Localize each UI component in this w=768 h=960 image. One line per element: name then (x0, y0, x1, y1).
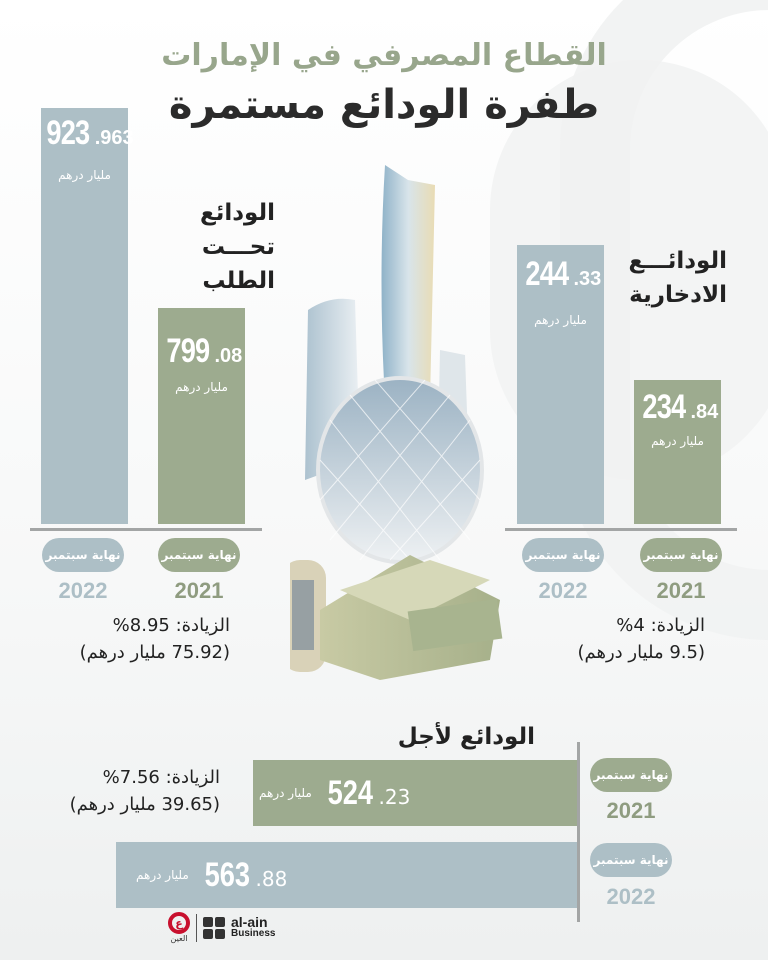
increase-percent: الزيادة: 4% (616, 615, 705, 636)
savings-year-2022: 2022 (538, 578, 588, 603)
savings-value-2022: 244.33 (517, 255, 604, 294)
value-dec: .23 (378, 784, 411, 809)
time-period-pill-2022: نهاية سبتمبر (590, 843, 672, 877)
value-int: 244 (525, 255, 569, 293)
increase-percent: الزيادة: 8.95% (112, 615, 230, 636)
value-dec: .33 (573, 268, 602, 290)
savings-deposits-title: الودائـــع الادخارية (615, 244, 727, 312)
time-axis-line (577, 742, 580, 922)
twitter-icon (203, 928, 213, 939)
value-int: 563 (204, 855, 250, 894)
increase-amount: (39.65 مليار درهم) (69, 794, 220, 815)
value-int: 234 (642, 388, 686, 426)
demand-period-pill-2021: نهاية سبتمبر (158, 538, 240, 572)
value-int: 923 (46, 114, 90, 152)
value-dec: .08 (214, 345, 243, 367)
brand-text: al-ain Business (231, 913, 276, 940)
unit-label: مليار درهم (175, 380, 228, 394)
demand-bar-2021: 799.08 مليار درهم (158, 308, 245, 524)
increase-amount: (75.92 مليار درهم) (79, 642, 230, 663)
divider (196, 913, 197, 942)
demand-increase: الزيادة: 8.95% (75.92 مليار درهم) (40, 612, 230, 666)
value-dec: .84 (690, 401, 719, 423)
value-dec: .88 (255, 866, 288, 891)
title-line: الودائع (200, 200, 275, 226)
increase-percent: الزيادة: 7.56% (102, 767, 220, 788)
value-dec: .963 (94, 127, 134, 149)
savings-increase: الزيادة: 4% (9.5 مليار درهم) (520, 612, 705, 666)
savings-year-2021: 2021 (656, 578, 706, 603)
savings-value-2021: 234.84 (634, 388, 721, 427)
demand-value-2021: 799.08 (158, 332, 245, 371)
unit-label: مليار درهم (58, 168, 111, 182)
footer-logo: ع العين al-ain Business (168, 912, 275, 943)
unit-label: مليار درهم (259, 786, 312, 800)
brand-sub: Business (231, 927, 276, 939)
unit-label: مليار درهم (136, 868, 189, 882)
time-year-2021: 2021 (606, 798, 656, 823)
time-year-2022: 2022 (606, 884, 656, 909)
demand-value-2022: 923.963 (41, 114, 133, 153)
title-line: تحـــت (201, 234, 275, 260)
value-int: 524 (327, 773, 373, 812)
time-value-2021: مليار درهم 524.23 (259, 760, 410, 826)
time-value-2022: مليار درهم 563.88 (136, 842, 287, 908)
instagram-icon (203, 916, 213, 927)
savings-bar-2022: 244.33 مليار درهم (517, 245, 604, 524)
demand-period-pill-2022: نهاية سبتمبر (42, 538, 124, 572)
demand-bar-2022: 923.963 مليار درهم (41, 108, 134, 524)
demand-year-2021: 2021 (174, 578, 224, 603)
savings-baseline (505, 528, 737, 531)
demand-year-2022: 2022 (58, 578, 108, 603)
logo-arabic-text: العين (170, 934, 188, 943)
title-line: الادخارية (629, 282, 727, 308)
time-bar-2021: مليار درهم 524.23 (253, 760, 577, 826)
unit-label: مليار درهم (534, 313, 587, 327)
value-int: 799 (166, 332, 210, 370)
skyline-money-illustration (290, 165, 503, 680)
increase-amount: (9.5 مليار درهم) (577, 642, 705, 663)
demand-deposits-title: الودائع تحـــت الطلب (140, 196, 275, 298)
time-deposits-title: الودائع لأجل (397, 724, 535, 750)
youtube-icon (215, 916, 225, 927)
savings-bar-2021: 234.84 مليار درهم (634, 380, 721, 524)
facebook-icon (215, 928, 225, 939)
alain-logo-icon: ع (168, 912, 190, 934)
social-icons (203, 916, 225, 939)
savings-period-pill-2022: نهاية سبتمبر (522, 538, 604, 572)
demand-baseline (30, 528, 262, 531)
page-title: طفرة الودائع مستمرة (168, 82, 600, 128)
time-increase: الزيادة: 7.56% (39.65 مليار درهم) (60, 764, 220, 818)
title-line: الطلب (202, 268, 275, 294)
subtitle: القطاع المصرفي في الإمارات (161, 38, 607, 73)
alain-logo: ع العين (168, 912, 190, 943)
time-period-pill-2021: نهاية سبتمبر (590, 758, 672, 792)
brand-name: al-ain (231, 913, 268, 930)
title-line: الودائـــع (628, 248, 727, 274)
savings-period-pill-2021: نهاية سبتمبر (640, 538, 722, 572)
time-bar-2022: مليار درهم 563.88 (116, 842, 577, 908)
unit-label: مليار درهم (651, 434, 704, 448)
